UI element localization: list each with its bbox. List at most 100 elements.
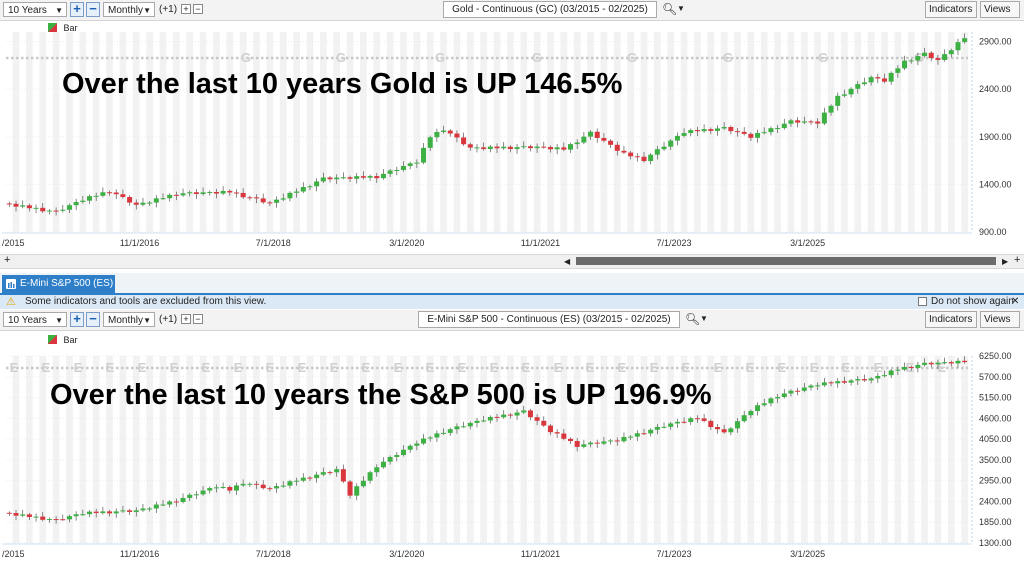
background-stripe (186, 356, 194, 543)
background-stripe (921, 356, 928, 543)
candle (380, 461, 386, 468)
scroll-left-icon[interactable]: ◀ (564, 257, 571, 266)
candle (66, 516, 72, 520)
x-tick-label: 11/1/2021 (521, 549, 560, 559)
zoom-out-button[interactable]: − (86, 312, 100, 327)
candle (621, 436, 627, 442)
candle (888, 72, 894, 82)
event-marker: G (818, 50, 828, 65)
event-marker: E (586, 360, 595, 375)
candle (521, 410, 527, 413)
indicators-button[interactable]: Indicators (925, 311, 977, 328)
symbol-title[interactable]: E-Mini S&P 500 - Continuous (ES) (03/201… (418, 311, 680, 328)
period-select[interactable]: 10 Years ▼ (3, 312, 67, 327)
background-stripe (907, 32, 915, 232)
event-marker: E (394, 360, 403, 375)
background-stripe (774, 356, 781, 543)
shift-label: (+1) (159, 4, 178, 15)
zoom-in-button[interactable]: + (70, 2, 84, 17)
background-stripe (814, 32, 822, 232)
background-stripe (627, 356, 634, 543)
symbol-title[interactable]: Gold - Continuous (GC) (03/2015 - 02/202… (443, 1, 657, 18)
tab-sp500[interactable]: E-Mini S&P 500 (ES) (2, 275, 115, 293)
background-stripe (747, 356, 755, 543)
interval-select[interactable]: Monthly ▼ (103, 312, 155, 327)
event-marker: E (426, 360, 435, 375)
background-stripe (854, 32, 862, 232)
candle (387, 457, 393, 462)
chevron-down-icon[interactable]: ▼ (677, 4, 685, 13)
indicators-label: Indicators (929, 314, 973, 325)
background-stripe (654, 32, 661, 232)
event-marker: E (170, 360, 179, 375)
background-stripe (881, 356, 888, 543)
background-stripe (106, 356, 113, 543)
candle (547, 425, 553, 433)
candle (454, 426, 460, 430)
sp500-price-chart[interactable]: E E E E E E E E E E E E E E E E E E E E E E E E E E E E E E6250.00570… (0, 331, 1024, 567)
background-stripe (413, 32, 421, 232)
search-icon[interactable]: 🔍︎ (685, 312, 701, 326)
chevron-down-icon[interactable]: ▼ (700, 314, 708, 323)
event-marker: E (618, 360, 627, 375)
background-stripe (547, 32, 554, 232)
background-stripe (800, 356, 808, 543)
candle (835, 95, 841, 106)
candle (487, 146, 493, 150)
candle (768, 128, 774, 133)
candle (741, 131, 747, 134)
candle (942, 362, 948, 364)
plus-icon[interactable]: + (4, 254, 11, 266)
candle (233, 192, 239, 194)
search-icon[interactable]: 🔍︎ (662, 2, 678, 16)
candle (721, 126, 727, 129)
period-select[interactable]: 10 Years ▼ (3, 2, 67, 17)
interval-select[interactable]: Monthly ▼ (103, 2, 155, 17)
background-stripe (667, 356, 675, 543)
zoom-out-button[interactable]: − (86, 2, 100, 17)
chevron-down-icon: ▼ (143, 6, 151, 15)
shift-back-button[interactable]: − (193, 4, 203, 14)
gold-price-chart[interactable]: GGGGGGGG2900.002400.001900.001400.00900.… (0, 20, 1024, 253)
do-not-show-checkbox[interactable] (918, 297, 927, 306)
candle (147, 202, 153, 204)
background-stripe (600, 356, 608, 543)
horizontal-scrollbar[interactable]: + ◀ ▶ + (0, 254, 1024, 269)
candle (614, 440, 620, 442)
candle (140, 508, 146, 511)
candle (327, 472, 333, 474)
chart-tab-bar: E-Mini S&P 500 (ES) (0, 273, 1024, 295)
plus-icon[interactable]: + (1014, 254, 1021, 266)
shift-forward-button[interactable]: + (181, 314, 191, 324)
candle (46, 519, 52, 521)
candle (922, 362, 928, 365)
background-stripe (894, 32, 902, 232)
indicators-button[interactable]: Indicators (925, 1, 977, 18)
candle (507, 146, 513, 150)
shift-back-button[interactable]: − (193, 314, 203, 324)
candle (100, 192, 106, 196)
zoom-in-button[interactable]: + (70, 312, 84, 327)
close-icon[interactable]: ✕ (1011, 296, 1020, 307)
candle (133, 202, 139, 205)
background-stripe (787, 356, 795, 543)
candle (127, 196, 133, 203)
candle (167, 194, 173, 199)
y-tick-label: 2400.00 (979, 496, 1012, 506)
candle (93, 195, 99, 197)
x-tick-label: 11/1/2016 (120, 238, 159, 248)
scrollbar-thumb[interactable] (576, 257, 996, 265)
background-stripe (841, 32, 848, 232)
views-button[interactable]: Views (980, 311, 1020, 328)
scroll-right-icon[interactable]: ▶ (1002, 257, 1009, 266)
candle (207, 488, 213, 491)
y-tick-label: 4600.00 (979, 413, 1012, 423)
candle (467, 422, 473, 427)
background-stripe (760, 356, 768, 543)
candle (160, 198, 166, 200)
candle (748, 411, 754, 416)
candle (554, 432, 560, 434)
candle (481, 147, 487, 150)
shift-forward-button[interactable]: + (181, 4, 191, 14)
views-button[interactable]: Views (980, 1, 1020, 18)
